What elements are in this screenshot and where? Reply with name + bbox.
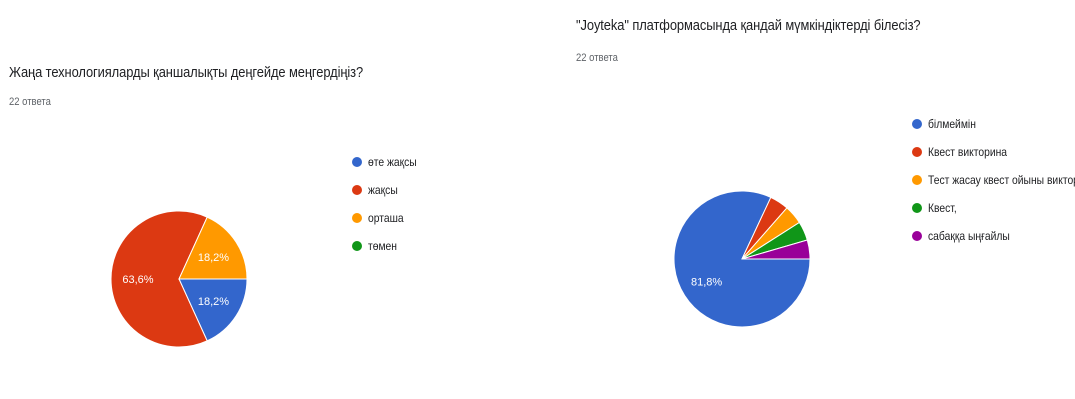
legend-item: Квест,	[912, 201, 1075, 215]
pie-chart: 18,2% 63,6% 18,2%	[110, 210, 248, 348]
legend: өте жақсы жақсы орташа төмен	[352, 155, 425, 267]
legend-item: орташа	[352, 211, 425, 225]
legend-label: білмеймін	[928, 117, 976, 131]
legend-label: төмен	[368, 239, 398, 253]
legend-label: өте жақсы	[368, 155, 417, 169]
response-count: 22 ответа	[576, 52, 618, 64]
slice-label: 63,6%	[122, 274, 153, 286]
legend-swatch	[912, 119, 922, 129]
response-count: 22 ответа	[9, 96, 51, 108]
legend-label: сабаққа ыңғайлы	[928, 229, 1010, 243]
legend-swatch	[352, 213, 362, 223]
legend-swatch	[912, 147, 922, 157]
slice-label: 18,2%	[198, 296, 229, 308]
legend-swatch	[912, 175, 922, 185]
legend-item: Тест жасау квест ойыны викторина	[912, 173, 1075, 187]
legend-item: өте жақсы	[352, 155, 425, 169]
legend-item: сабаққа ыңғайлы	[912, 229, 1075, 243]
legend-label: орташа	[368, 211, 404, 225]
legend-label: Квест викторина	[928, 145, 1008, 159]
chart-title: Жаңа технологияларды қаншалықты деңгейде…	[9, 64, 364, 81]
legend-swatch	[352, 185, 362, 195]
legend-swatch	[912, 203, 922, 213]
legend-label: Тест жасау квест ойыны викторина	[928, 173, 1075, 187]
legend-swatch	[352, 241, 362, 251]
legend-item: төмен	[352, 239, 425, 253]
pie-slice	[178, 278, 248, 342]
pie-slice	[110, 210, 208, 348]
slice-label: 81,8%	[691, 277, 722, 289]
chart-title: "Joyteka" платформасында қандай мүмкінді…	[576, 17, 921, 34]
pie-slice	[741, 239, 811, 260]
legend-swatch	[912, 231, 922, 241]
legend-item: жақсы	[352, 183, 425, 197]
legend-item: Квест викторина	[912, 145, 1075, 159]
pie-chart: 81,8%	[673, 190, 811, 328]
pie-slice	[178, 216, 248, 280]
legend-label: жақсы	[368, 183, 398, 197]
chart-panel-2: "Joyteka" платформасында қандай мүмкінді…	[540, 0, 1075, 399]
chart-panel-1: Жаңа технологияларды қаншалықты деңгейде…	[9, 64, 425, 348]
slice-label: 18,2%	[198, 252, 229, 264]
legend-swatch	[352, 157, 362, 167]
legend-item: білмеймін	[912, 117, 1075, 131]
legend: білмеймін Квест викторина Тест жасау квест…	[912, 117, 1075, 257]
legend-label: Квест,	[928, 201, 957, 215]
